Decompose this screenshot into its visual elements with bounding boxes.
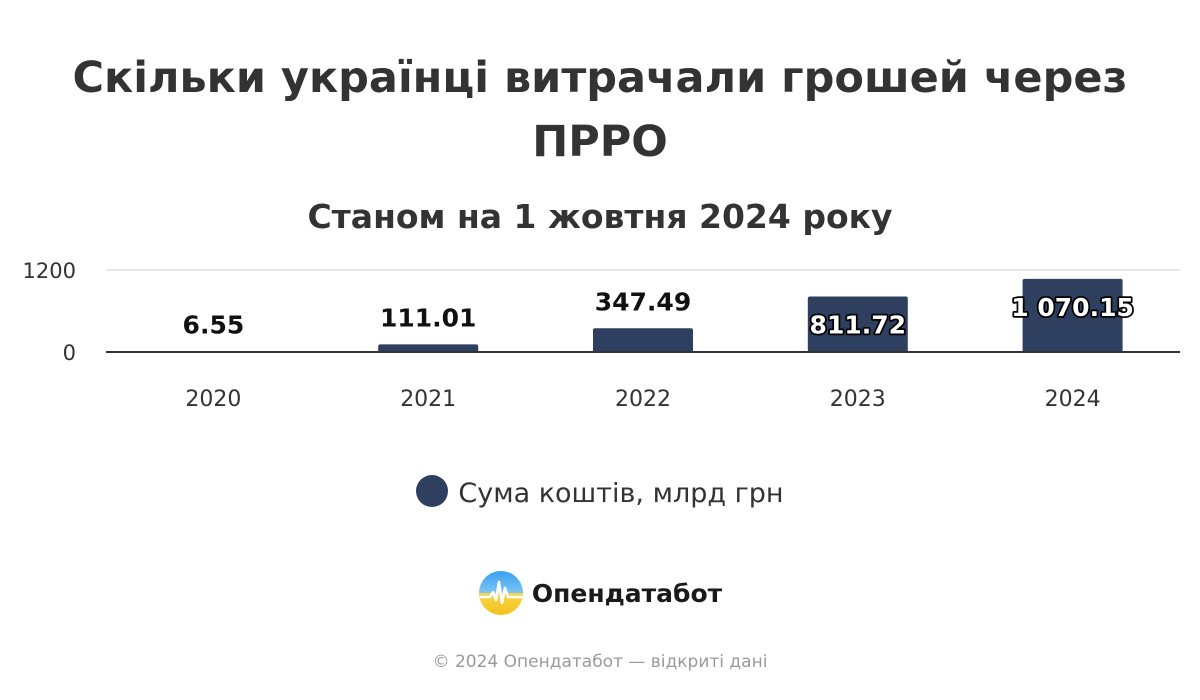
chart-title: Скільки українці витрачали грошей через … (72, 53, 1128, 167)
x-tick-label: 2022 (615, 387, 671, 412)
bar (807, 296, 908, 352)
bar-chart: 0 1200 6.55 2020 111.01 2021 347.49 2022 811.72 2… (23, 259, 1180, 412)
x-tick-label: 2023 (830, 387, 886, 412)
bar (1022, 278, 1123, 352)
brand-name: Опендатабот (531, 578, 723, 608)
opendatabot-logo-icon (478, 571, 523, 615)
legend-label: Сума коштів, млрд грн (458, 478, 784, 509)
brand: Опендатабот (0, 570, 1200, 620)
legend-marker (416, 475, 449, 507)
data-label: 6.55 (183, 311, 245, 340)
data-label: 1 070.15 (1011, 293, 1134, 322)
bar (378, 344, 479, 352)
y-tick-label: 1200 (23, 259, 76, 283)
legend: Сума коштів, млрд грн (0, 474, 1200, 514)
data-label: 347.49 (595, 287, 691, 316)
chart-subtitle: Станом на 1 жовтня 2024 року (307, 197, 893, 236)
data-label: 811.72 (810, 311, 906, 340)
x-tick-label: 2021 (400, 387, 456, 412)
x-tick-label: 2024 (1045, 387, 1101, 412)
bar (593, 328, 693, 352)
y-tick-label: 0 (63, 341, 76, 365)
data-label: 111.01 (380, 303, 476, 332)
footer-note: © 2024 Опендатабот — відкриті дані (432, 652, 768, 672)
x-tick-label: 2020 (185, 387, 241, 412)
